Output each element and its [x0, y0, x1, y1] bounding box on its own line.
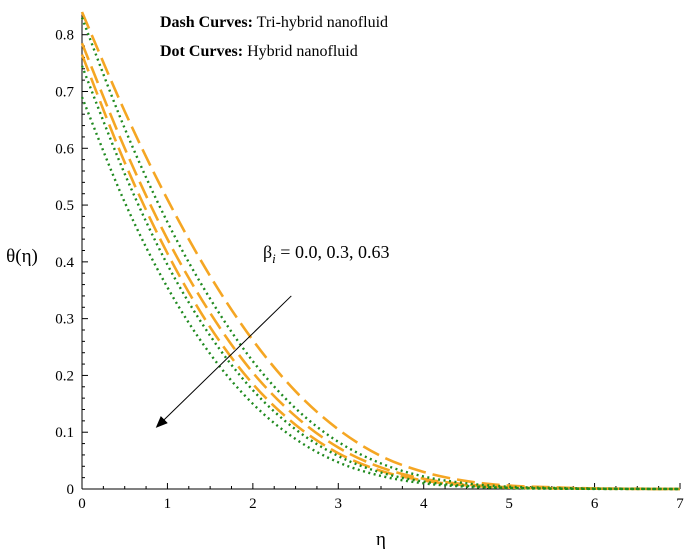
legend-dash-text: Tri-hybrid nanofluid: [253, 14, 388, 31]
dot-series-line-5: [80, 65, 681, 491]
y-tick-label: 0.4: [55, 255, 74, 271]
series-group: [80, 11, 681, 491]
beta-subscript: i: [272, 251, 276, 266]
dot-series-line-4: [80, 17, 681, 491]
legend: Dash Curves: Tri-hybrid nanofluid Dot Cu…: [160, 14, 388, 60]
x-tick-label: 0: [78, 496, 86, 512]
beta-values: = 0.0, 0.3, 0.63: [276, 242, 390, 262]
ticks: 0 1 2 3 4 5 6 7 0 0.1 0.2 0.3 0.4 0.5 0.6 0.7 0.8: [55, 28, 684, 512]
y-tick-label: 0.2: [55, 368, 74, 384]
beta-annotation-text: βi = 0.0, 0.3, 0.63: [263, 242, 389, 266]
y-tick-label: 0.5: [55, 198, 74, 214]
y-tick-label: 0: [67, 482, 75, 498]
legend-dot-entry: Dot Curves: Hybrid nanofluid: [160, 43, 358, 60]
dot-series-line-6: [80, 96, 681, 491]
beta-symbol: β: [263, 242, 272, 262]
y-tick-label: 0.3: [55, 312, 74, 328]
y-tick-label: 0.7: [55, 85, 74, 101]
beta-annotation: βi = 0.0, 0.3, 0.63: [155, 242, 389, 428]
legend-dash-entry: Dash Curves: Tri-hybrid nanofluid: [160, 14, 388, 31]
legend-dash-label: Dash Curves:: [160, 14, 253, 31]
direction-arrow: [155, 295, 292, 428]
x-tick-label: 6: [591, 496, 599, 512]
legend-dot-label: Dot Curves:: [160, 43, 243, 60]
x-tick-label: 1: [164, 496, 172, 512]
x-tick-label: 3: [335, 496, 343, 512]
y-tick-label: 0.6: [55, 141, 74, 157]
y-axis-title: θ(η): [6, 246, 38, 267]
x-tick-label: 7: [676, 496, 684, 512]
dash-series-line-3: [80, 54, 681, 491]
y-tick-label: 0.1: [55, 425, 74, 441]
x-tick-label: 5: [505, 496, 513, 512]
x-axis-title: η: [376, 529, 386, 550]
legend-dot-text: Hybrid nanofluid: [243, 43, 358, 60]
x-tick-label: 4: [420, 496, 428, 512]
x-tick-label: 2: [249, 496, 257, 512]
y-tick-label: 0.8: [55, 28, 74, 44]
dash-series-line-2: [80, 42, 681, 491]
